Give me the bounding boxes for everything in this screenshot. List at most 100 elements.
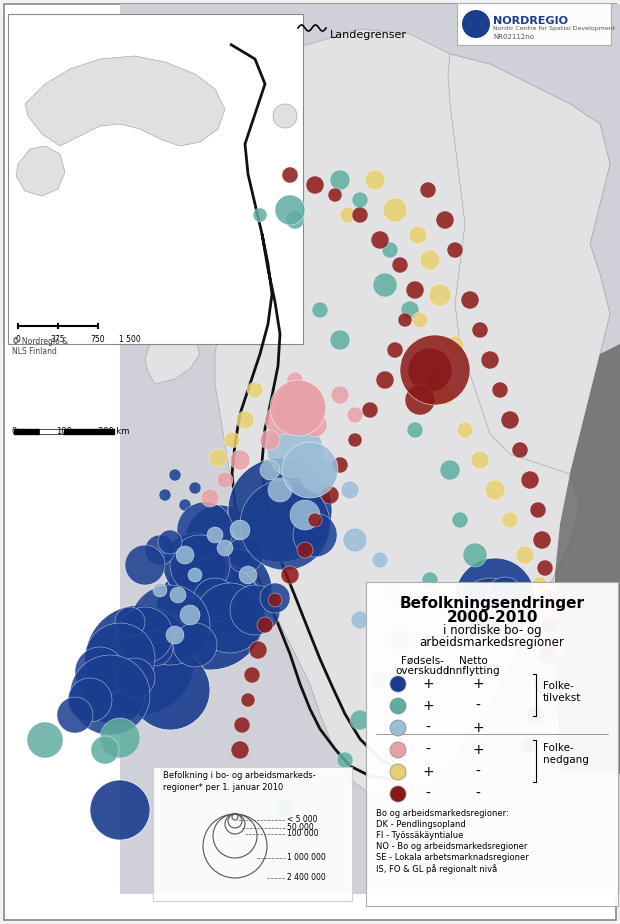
Circle shape [293, 513, 337, 557]
Circle shape [436, 211, 454, 229]
Text: arbeidsmarkedsregioner: arbeidsmarkedsregioner [420, 636, 564, 649]
Circle shape [502, 512, 518, 528]
Text: innflytting: innflytting [446, 666, 500, 676]
Text: 750: 750 [91, 335, 105, 344]
Circle shape [520, 737, 536, 753]
Text: +: + [422, 677, 434, 691]
Circle shape [446, 336, 464, 354]
Circle shape [372, 552, 388, 568]
Circle shape [481, 351, 499, 369]
FancyBboxPatch shape [153, 767, 352, 901]
Circle shape [390, 786, 406, 802]
Text: 0: 0 [16, 335, 20, 344]
Circle shape [461, 291, 479, 309]
Circle shape [352, 207, 368, 223]
Circle shape [268, 593, 282, 607]
Circle shape [351, 611, 369, 629]
Circle shape [159, 489, 171, 501]
Circle shape [275, 380, 325, 430]
Circle shape [532, 577, 548, 593]
Circle shape [166, 626, 184, 644]
Circle shape [267, 422, 323, 478]
Circle shape [188, 568, 202, 582]
Text: Netto: Netto [459, 656, 487, 666]
Polygon shape [25, 56, 225, 146]
Text: NR02112no: NR02112no [493, 34, 534, 40]
Circle shape [230, 450, 250, 470]
Text: -: - [425, 721, 430, 735]
Circle shape [347, 407, 363, 423]
Circle shape [130, 650, 210, 730]
Text: 0: 0 [11, 427, 17, 436]
Polygon shape [448, 54, 610, 474]
Circle shape [422, 572, 438, 588]
Circle shape [268, 478, 292, 502]
Circle shape [527, 706, 545, 724]
Circle shape [340, 207, 356, 223]
Circle shape [257, 617, 273, 633]
Text: SE - Lokala arbetsmarknadsregioner: SE - Lokala arbetsmarknadsregioner [376, 853, 529, 862]
Text: Folke-
tilvekst: Folke- tilvekst [543, 681, 582, 703]
Circle shape [545, 635, 565, 655]
Circle shape [125, 545, 165, 585]
Circle shape [365, 170, 385, 190]
Circle shape [68, 678, 112, 722]
Circle shape [241, 693, 255, 707]
Circle shape [170, 587, 186, 603]
Circle shape [373, 273, 397, 297]
Circle shape [382, 242, 398, 258]
Circle shape [390, 742, 406, 758]
Circle shape [457, 422, 473, 438]
Circle shape [115, 607, 145, 637]
Text: +: + [472, 677, 484, 691]
Circle shape [352, 192, 368, 208]
FancyBboxPatch shape [366, 582, 618, 906]
Text: Nordic Centre for Spatial Development: Nordic Centre for Spatial Development [493, 26, 615, 31]
Circle shape [300, 457, 336, 493]
Circle shape [260, 430, 280, 450]
Circle shape [188, 548, 272, 632]
Circle shape [332, 457, 348, 473]
Circle shape [180, 605, 200, 625]
Circle shape [170, 535, 230, 595]
Circle shape [330, 170, 350, 190]
Polygon shape [215, 29, 610, 799]
Text: FI - Työssäkäyntialue: FI - Työssäkäyntialue [376, 831, 463, 840]
Circle shape [217, 540, 233, 556]
Circle shape [390, 698, 406, 714]
Circle shape [412, 312, 428, 328]
Circle shape [385, 585, 405, 605]
Circle shape [407, 422, 423, 438]
Circle shape [195, 583, 265, 653]
FancyBboxPatch shape [8, 14, 303, 344]
Circle shape [492, 382, 508, 398]
Circle shape [282, 442, 338, 498]
Circle shape [173, 623, 217, 667]
Text: IS, FO & GL på regionalt nivå: IS, FO & GL på regionalt nivå [376, 864, 497, 874]
Circle shape [312, 302, 328, 318]
Circle shape [485, 480, 505, 500]
Circle shape [512, 442, 528, 458]
Circle shape [348, 433, 362, 447]
Circle shape [282, 167, 298, 183]
Circle shape [260, 583, 290, 613]
Text: < 5 000: < 5 000 [287, 816, 317, 824]
Circle shape [308, 513, 322, 527]
Circle shape [247, 382, 263, 398]
Circle shape [115, 658, 155, 698]
Text: 2 400 000: 2 400 000 [287, 873, 326, 882]
Circle shape [177, 502, 233, 558]
Circle shape [526, 701, 544, 719]
FancyBboxPatch shape [457, 3, 611, 45]
Circle shape [516, 546, 534, 564]
Text: 50 000: 50 000 [287, 823, 314, 833]
Text: -: - [476, 699, 480, 713]
Circle shape [227, 537, 263, 573]
Circle shape [244, 667, 260, 683]
Circle shape [85, 605, 195, 715]
Circle shape [406, 281, 424, 299]
Circle shape [401, 301, 419, 319]
Polygon shape [120, 4, 620, 894]
Circle shape [275, 195, 305, 225]
Circle shape [376, 371, 394, 389]
